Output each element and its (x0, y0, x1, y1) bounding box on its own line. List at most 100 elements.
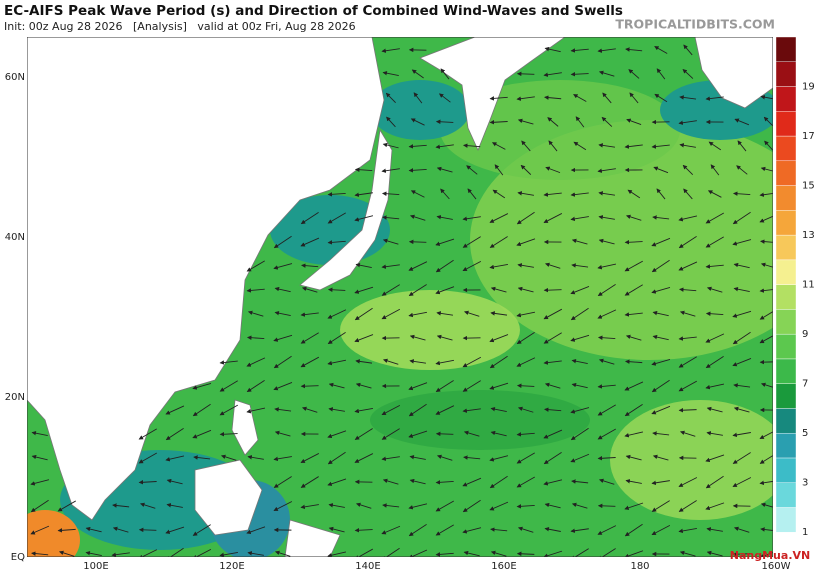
direction-arrow (381, 404, 401, 416)
direction-arrow (327, 451, 346, 465)
title: EC-AIFS Peak Wave Period (s) and Directi… (4, 3, 623, 19)
direction-arrow (435, 286, 455, 295)
direction-arrow (597, 48, 616, 53)
direction-arrow (763, 116, 773, 127)
direction-arrow (489, 263, 508, 270)
direction-arrow (354, 528, 373, 533)
direction-arrow (571, 479, 589, 484)
direction-arrow (383, 358, 399, 365)
direction-arrow (462, 477, 482, 487)
direction-arrow (138, 480, 157, 485)
direction-arrow (516, 211, 535, 225)
colorbar-cell (775, 284, 797, 310)
direction-arrow (382, 215, 400, 220)
direction-arrow (408, 503, 428, 510)
direction-arrow (678, 407, 697, 413)
direction-arrow (759, 359, 773, 365)
direction-arrow (327, 332, 346, 345)
colorbar-cell (775, 457, 797, 483)
direction-arrow (543, 287, 562, 293)
direction-arrow (435, 119, 454, 125)
direction-arrow (247, 310, 264, 317)
colorbar-cell (775, 210, 797, 236)
direction-arrow (166, 503, 183, 508)
direction-arrow (653, 166, 669, 174)
direction-arrow (656, 68, 666, 80)
direction-arrow (273, 334, 293, 342)
direction-arrow (354, 286, 374, 294)
direction-arrow (516, 452, 535, 464)
direction-arrow (570, 71, 589, 77)
direction-arrow (597, 283, 616, 297)
direction-arrow (382, 238, 399, 245)
direction-arrow (570, 453, 590, 463)
direction-arrow (651, 480, 670, 486)
direction-arrow (246, 288, 265, 293)
direction-arrow (543, 332, 562, 344)
direction-arrow (327, 430, 347, 439)
direction-arrow (624, 144, 643, 149)
direction-arrow (573, 141, 587, 151)
direction-arrow (355, 502, 372, 509)
direction-arrow (246, 260, 265, 272)
direction-arrow (597, 404, 616, 416)
direction-arrow (355, 262, 372, 268)
direction-arrow (274, 430, 291, 437)
direction-arrow (679, 550, 696, 557)
colorbar-label: 7 (802, 379, 808, 390)
direction-arrow (381, 308, 401, 320)
land (284, 519, 341, 557)
colorbar-cell (775, 160, 797, 186)
direction-arrow (463, 430, 480, 437)
direction-arrow (516, 432, 535, 437)
direction-arrow (57, 528, 76, 533)
direction-arrow (759, 551, 773, 557)
direction-arrow (491, 142, 506, 150)
lon-label: 160W (762, 561, 791, 572)
direction-arrow (732, 310, 752, 318)
direction-arrow (436, 334, 453, 341)
lat-label: 40N (5, 232, 25, 243)
direction-arrow (408, 430, 428, 438)
direction-arrow (436, 166, 453, 173)
direction-arrow (654, 93, 668, 103)
direction-arrow (408, 144, 427, 149)
direction-arrow (166, 478, 183, 485)
colorbar-cell (775, 234, 797, 261)
direction-arrow (707, 190, 722, 198)
direction-arrow (462, 236, 481, 248)
direction-arrow (385, 92, 396, 104)
direction-arrow (545, 166, 561, 174)
direction-arrow (31, 551, 49, 556)
direction-arrow (570, 548, 589, 557)
direction-arrow (435, 405, 455, 415)
direction-arrow (435, 238, 455, 246)
direction-arrow (651, 144, 670, 149)
direction-arrow (489, 355, 508, 369)
direction-arrow (490, 406, 507, 412)
direction-arrow (517, 526, 534, 533)
colorbar-cell (775, 333, 797, 360)
direction-arrow (521, 140, 531, 152)
direction-arrow (192, 524, 211, 536)
direction-arrow (575, 116, 585, 128)
direction-arrow (436, 454, 453, 461)
direction-arrow (652, 310, 669, 317)
direction-arrow (327, 287, 346, 293)
direction-arrow (708, 141, 722, 151)
direction-arrow (570, 286, 590, 295)
direction-arrow (381, 547, 400, 557)
direction-arrow (490, 527, 508, 532)
direction-arrow (732, 432, 751, 438)
direction-arrow (354, 407, 373, 414)
direction-arrow (219, 380, 238, 392)
direction-arrow (301, 263, 319, 268)
direction-arrow (409, 359, 427, 364)
direction-arrow (463, 550, 480, 557)
direction-arrow (760, 502, 773, 508)
colorbar-label: 5 (802, 428, 808, 439)
direction-arrow (543, 360, 562, 365)
direction-arrow (220, 454, 237, 461)
direction-arrow (679, 310, 696, 317)
direction-arrow (435, 380, 454, 392)
